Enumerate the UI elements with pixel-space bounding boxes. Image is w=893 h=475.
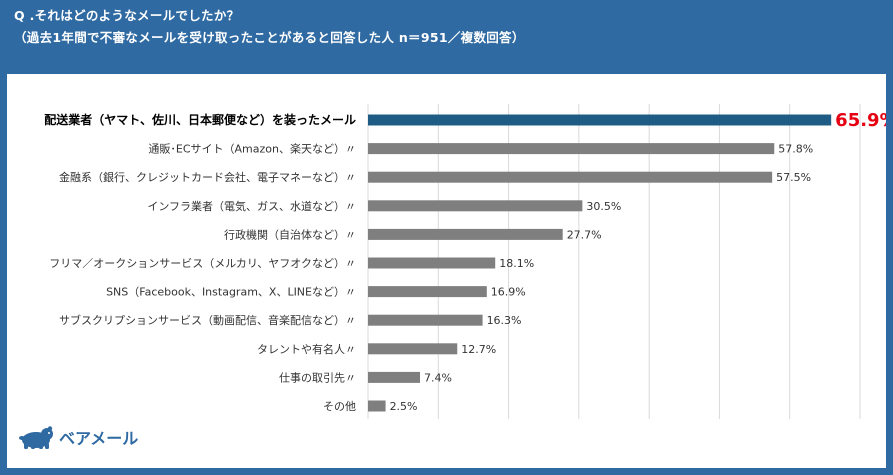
category-label: 通販･ECサイト（Amazon、楽天など）〃 [148,143,356,156]
data-label: 57.8% [778,143,813,156]
data-label: 27.7% [567,228,602,241]
bar [368,257,496,269]
brand-name: ベアメール [59,429,139,448]
question-title: Q .それはどのようなメールでしたか？ [14,8,240,23]
category-label: フリマ／オークションサービス（メルカリ、ヤフオクなど）〃 [49,257,356,270]
data-label: 2.5% [390,400,418,413]
bar [368,200,583,212]
bar [368,343,458,355]
category-label: その他 [323,400,356,413]
data-label: 57.5% [776,171,811,184]
data-label: 12.7% [461,343,496,356]
data-label: 30.5% [586,200,621,213]
bar [368,314,483,326]
bar [368,114,832,126]
category-label: サブスクリプションサービス（動画配信、音楽配信など）〃 [59,313,356,327]
bar [368,286,487,298]
bar [368,228,563,240]
category-label: 仕事の取引先〃 [279,370,356,384]
category-label: 配送業者（ヤマト、佐川、日本郵便など）を装ったメール [44,112,356,127]
bar [368,371,421,383]
bar [368,171,773,183]
chart-header: Q .それはどのようなメールでしたか？ （過去1年間で不審なメールを受け取ったこ… [14,6,874,48]
grid-lines [367,104,861,419]
brand-logo: ベアメール [17,424,138,450]
data-label: 65.9% [835,110,886,131]
data-label: 18.1% [499,257,534,270]
bear-logo-icon [19,426,53,449]
data-label: 7.4% [424,371,452,384]
data-label: 16.3% [487,314,522,327]
category-label: SNS（Facebook、Instagram、X、LINEなど）〃 [106,286,356,299]
bar [368,400,386,412]
chart-panel: 配送業者（ヤマト、佐川、日本郵便など）を装ったメール 65.9% 通販･ECサイト（… [7,74,886,468]
category-label: 行政機関（自治体など）〃 [224,227,356,241]
bar-chart: 配送業者（ヤマト、佐川、日本郵便など）を装ったメール 65.9% 通販･ECサイト（… [44,104,886,419]
bar [368,143,775,155]
category-label: 金融系（銀行、クレジットカード会社、電子マネーなど）〃 [59,170,356,184]
category-label: タレントや有名人〃 [257,342,356,356]
category-label: インフラ業者（電気、ガス、水道など）〃 [147,199,356,213]
data-label: 16.9% [491,286,526,299]
question-subtitle: （過去1年間で不審なメールを受け取ったことがあると回答した人 n＝951／複数回… [14,30,525,45]
